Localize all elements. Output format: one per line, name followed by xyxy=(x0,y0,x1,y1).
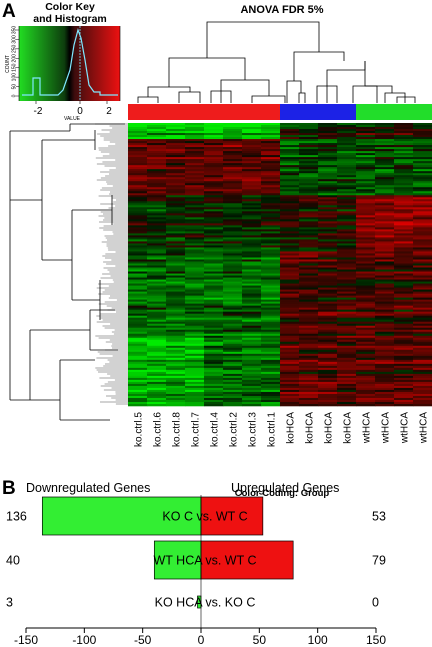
sample-label: ko.ctrl.4 xyxy=(210,412,221,447)
x-axis-tick-label: -150 xyxy=(14,633,38,647)
up-count-label: 79 xyxy=(372,554,386,568)
color-key: Color Key and Histogram 0501001502002503… xyxy=(5,1,121,122)
color-key-ytick: 50 xyxy=(12,84,18,90)
group-color-segment xyxy=(280,104,356,120)
up-count-label: 53 xyxy=(372,510,386,524)
heatmap xyxy=(128,123,432,407)
sample-label: ko.ctrl.6 xyxy=(153,412,164,447)
sample-labels: ko.ctrl.5 ko.ctrl.6 ko.ctrl.8 ko.ctrl.7 … xyxy=(134,412,430,447)
group-color-segment xyxy=(356,104,432,120)
panel-a-letter: A xyxy=(2,1,16,22)
up-count-label: 0 xyxy=(372,596,379,610)
bar-downregulated xyxy=(153,540,202,580)
x-axis-tick-label: 150 xyxy=(366,633,386,647)
row-dendrogram xyxy=(9,123,128,421)
sample-label: koHCA xyxy=(286,412,297,444)
downregulated-label: Downregulated Genes xyxy=(26,481,150,495)
color-key-ytick: 200 xyxy=(12,54,18,63)
bar-category-label: WT HCA vs. WT C xyxy=(153,554,256,568)
color-key-xtick-0: 0 xyxy=(77,106,83,117)
sample-label: ko.ctrl.7 xyxy=(191,412,202,447)
sample-label: koHCA xyxy=(305,412,316,444)
sample-label: ko.ctrl.5 xyxy=(134,412,145,447)
group-color-bar xyxy=(128,104,432,123)
x-axis-tick-label: 50 xyxy=(253,633,267,647)
color-coding-label: Color Coding: Group xyxy=(235,488,330,499)
bar-upregulated xyxy=(200,540,294,580)
down-count-label: 136 xyxy=(6,510,27,524)
color-key-ytick: 250 xyxy=(12,44,18,53)
color-key-ytick: 100 xyxy=(12,73,18,82)
x-axis-tick-label: -50 xyxy=(134,633,152,647)
color-key-xtick-neg2: -2 xyxy=(34,106,43,117)
color-key-ytick: 0 xyxy=(12,94,18,97)
x-axis-tick-label: -100 xyxy=(72,633,96,647)
column-dendrogram xyxy=(137,21,416,103)
upregulated-label: Upregulated Genes xyxy=(231,481,339,495)
color-key-ytick: 150 xyxy=(12,63,18,72)
sample-label: koHCA xyxy=(343,412,354,444)
color-key-title-line1: Color Key xyxy=(45,1,95,13)
sample-label: ko.ctrl.8 xyxy=(172,412,183,447)
sample-label: koHCA xyxy=(324,412,335,444)
bar-category-label: KO C vs. WT C xyxy=(162,510,247,524)
down-count-label: 40 xyxy=(6,554,20,568)
sample-label: wtHCA xyxy=(362,412,373,444)
bar-upregulated xyxy=(200,496,264,536)
panel-b-letter: B xyxy=(2,478,16,499)
sample-label: wtHCA xyxy=(400,412,411,444)
color-key-ylabel: COUNT xyxy=(5,55,11,73)
bar-category-label: KO HCA vs. KO C xyxy=(155,596,256,610)
color-key-ytick: 300 xyxy=(12,35,18,44)
sample-label: wtHCA xyxy=(419,412,430,444)
color-key-xlabel: VALUE xyxy=(64,116,81,122)
color-key-histogram xyxy=(22,28,118,96)
panel-a-title: ANOVA FDR 5% xyxy=(240,4,323,16)
color-key-gradient xyxy=(19,26,120,101)
sample-label: wtHCA xyxy=(381,412,392,444)
sample-label: ko.ctrl.1 xyxy=(267,412,278,447)
down-count-label: 3 xyxy=(6,596,13,610)
sample-label: ko.ctrl.3 xyxy=(248,412,259,447)
color-key-ytick: 350 xyxy=(12,26,18,35)
color-key-xtick-2: 2 xyxy=(106,106,112,117)
sample-label: ko.ctrl.2 xyxy=(229,412,240,447)
x-axis-tick-label: 100 xyxy=(308,633,328,647)
group-color-segment xyxy=(128,104,280,120)
x-axis-tick-label: 0 xyxy=(198,633,205,647)
bar-chart: KO C vs. WT C 136 53 WT HCA vs. WT C 40 79 KO … xyxy=(6,495,386,647)
color-key-title-line2: and Histogram xyxy=(33,13,107,25)
